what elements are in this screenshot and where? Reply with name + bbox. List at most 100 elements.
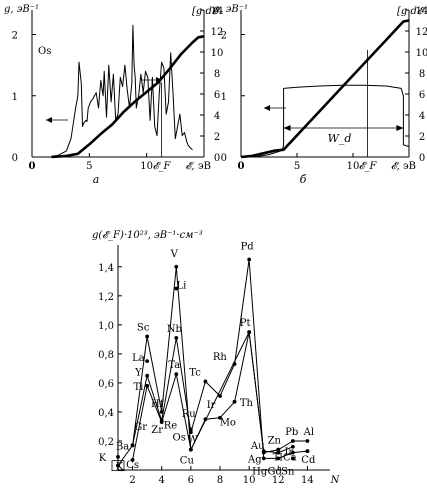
bottom-isolated-point xyxy=(116,463,120,468)
panel-a-y-tick-label-left: 1 xyxy=(12,92,18,103)
bottom-data-point xyxy=(130,443,135,448)
bottom-element-label: K xyxy=(116,462,124,473)
panel-b-x-unit-label: эВ xyxy=(403,161,416,172)
bottom-element-label: Cd xyxy=(301,455,316,466)
panel-b-integral-curve xyxy=(240,19,410,159)
panel-b-caption: б xyxy=(300,173,307,186)
bottom-y-tick-label: 1,0 xyxy=(98,321,114,332)
panel-b-bandwidth-label: W_d xyxy=(328,132,352,145)
bottom-series-line-4 xyxy=(117,259,308,466)
bottom-data-point xyxy=(159,410,164,414)
bottom-k-box xyxy=(111,460,125,472)
panel-b-y-tick-label-left: 0 xyxy=(221,153,227,164)
panel-a-y-label-right: [g d𝓔 xyxy=(192,6,221,17)
bottom-x-tick-label: 8 xyxy=(217,475,223,486)
panel-a-arrow-right-head xyxy=(156,77,162,83)
bottom-data-point xyxy=(247,257,252,262)
bottom-element-label: Li xyxy=(176,281,186,292)
bottom-element-label: Cs xyxy=(126,460,139,471)
panel-b-y-tick-label-left: 2 xyxy=(221,31,227,42)
bottom-isolated-point xyxy=(232,399,237,404)
panel-b-y-tick-label-right: 14 xyxy=(416,6,427,17)
panel-b-bandwidth-arrow-right-head xyxy=(396,125,404,131)
bottom-data-point xyxy=(188,447,193,452)
panel-a-arrow-left-head xyxy=(46,117,52,123)
bottom-element-label: Y xyxy=(134,368,142,379)
bottom-data-point xyxy=(174,336,179,340)
bottom-isolated-point xyxy=(188,427,193,432)
bottom-element-label: Ir xyxy=(284,447,293,458)
panel-a-dos-curve xyxy=(51,24,193,157)
bottom-x-tick-label: 10 xyxy=(243,475,256,486)
bottom-element-label: Os xyxy=(173,432,186,443)
bottom-element-label: Zn xyxy=(268,436,282,447)
bottom-data-point xyxy=(145,373,150,378)
bottom-element-label: K xyxy=(99,453,107,464)
panel-a-fermi-label: 𝓔_F xyxy=(153,161,172,172)
bottom-x-tick-label: 12 xyxy=(272,475,285,486)
panel-a-caption: а xyxy=(93,173,100,186)
bottom-y-tick-label: 0,2 xyxy=(98,437,114,448)
bottom-element-label: Hf xyxy=(151,399,165,410)
bottom-data-point xyxy=(290,450,295,455)
panel-a-y-tick-label-right: 12 xyxy=(211,27,224,38)
bottom-data-point xyxy=(261,456,266,461)
bottom-y-tick-label: 1,4 xyxy=(98,263,114,274)
bottom-y-tick-label: 0,8 xyxy=(98,350,114,361)
bottom-element-label: Gd xyxy=(267,466,282,477)
bottom-isolated-point xyxy=(305,449,310,454)
panel-b-y-tick-label-right: 10 xyxy=(416,48,427,59)
bottom-data-point xyxy=(305,439,310,443)
panel-a-x-tick-label: 10 xyxy=(140,161,153,172)
bottom-element-label: Nb xyxy=(167,324,182,335)
bottom-element-label: La xyxy=(132,353,145,364)
bottom-data-point xyxy=(174,372,179,377)
bottom-element-label: Mo xyxy=(220,418,236,429)
bottom-element-label: Th xyxy=(240,398,254,409)
bottom-data-point xyxy=(261,449,266,454)
bottom-element-label: Rh xyxy=(213,352,228,363)
bottom-x-tick-label: 6 xyxy=(188,475,194,486)
bottom-data-point xyxy=(290,444,295,449)
bottom-data-point xyxy=(218,394,222,398)
panel-a-x-tick-label: 5 xyxy=(86,161,92,172)
bottom-data-point xyxy=(290,439,295,443)
bottom-element-label: Re xyxy=(164,421,178,432)
panel-a-y-tick-label-right: 14 xyxy=(211,6,224,17)
bottom-data-point xyxy=(203,379,208,384)
bottom-element-label: Gr xyxy=(134,422,147,433)
panel-b-y-tick-label-left: 1 xyxy=(221,92,227,103)
bottom-isolated-point xyxy=(116,455,120,459)
bottom-element-label: W xyxy=(188,434,199,445)
bottom-data-point xyxy=(145,334,150,339)
bottom-isolated-point xyxy=(174,286,179,291)
bottom-element-label: Ba xyxy=(116,441,129,452)
bottom-x-tick-label: 4 xyxy=(159,475,165,486)
panel-b-dos-curve xyxy=(240,84,410,158)
bottom-isolated-point xyxy=(145,359,150,364)
bottom-element-label: Ca xyxy=(283,453,297,464)
panel-a-element-label: Os xyxy=(38,46,51,57)
panel-b-y-tick-label-right: 8 xyxy=(419,69,425,80)
bottom-element-label: Sc xyxy=(137,322,150,333)
panel-b-energy-label: 𝓔, xyxy=(391,161,400,172)
bottom-data-point xyxy=(159,418,164,423)
bottom-element-label: Hg xyxy=(252,466,268,477)
panel-a-y-tick-label-right: 8 xyxy=(214,69,220,80)
bottom-element-label: Zr xyxy=(151,425,163,436)
panel-b-arrow-left-head xyxy=(264,105,270,111)
panel-a-y-tick-label-right: 6 xyxy=(214,90,220,101)
panel-b-y-tick-label-right: 12 xyxy=(416,27,427,38)
bottom-x-tick-label: 2 xyxy=(129,475,135,486)
bottom-x-tick-label: 14 xyxy=(301,475,314,486)
bottom-data-point xyxy=(276,450,281,455)
bottom-element-label: Au xyxy=(250,441,265,452)
bottom-data-point xyxy=(174,264,179,269)
panel-a-energy-label: 𝓔, xyxy=(185,161,194,172)
panel-b-x-tick-label: 10 xyxy=(347,161,360,172)
bottom-element-label: Sn xyxy=(281,466,295,477)
bottom-data-point xyxy=(130,457,135,462)
bottom-element-label: Al xyxy=(303,427,314,438)
